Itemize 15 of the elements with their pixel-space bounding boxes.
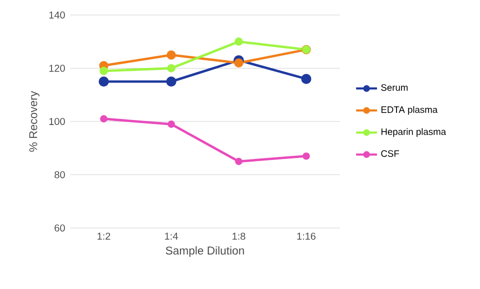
legend-label: Heparin plasma: [381, 128, 446, 137]
x-tick-label: 1:8: [232, 232, 246, 240]
y-tick-label: 80: [54, 171, 65, 178]
y-tick-label: 100: [49, 118, 65, 126]
x-tick-label: 1:16: [297, 232, 316, 240]
x-tick-label: 1:4: [165, 232, 178, 240]
x-axis-title: Sample Dilution: [166, 246, 244, 257]
legend-label: EDTA plasma: [381, 106, 438, 115]
y-tick-label: 140: [49, 11, 65, 19]
legend-label: Serum: [381, 84, 408, 91]
y-tick-label: 120: [49, 64, 65, 72]
y-axis-title: % Recovery: [29, 90, 40, 152]
legend-label: CSF: [381, 150, 400, 157]
x-tick-label: 1:2: [98, 232, 110, 240]
y-tick-label: 60: [54, 224, 65, 232]
